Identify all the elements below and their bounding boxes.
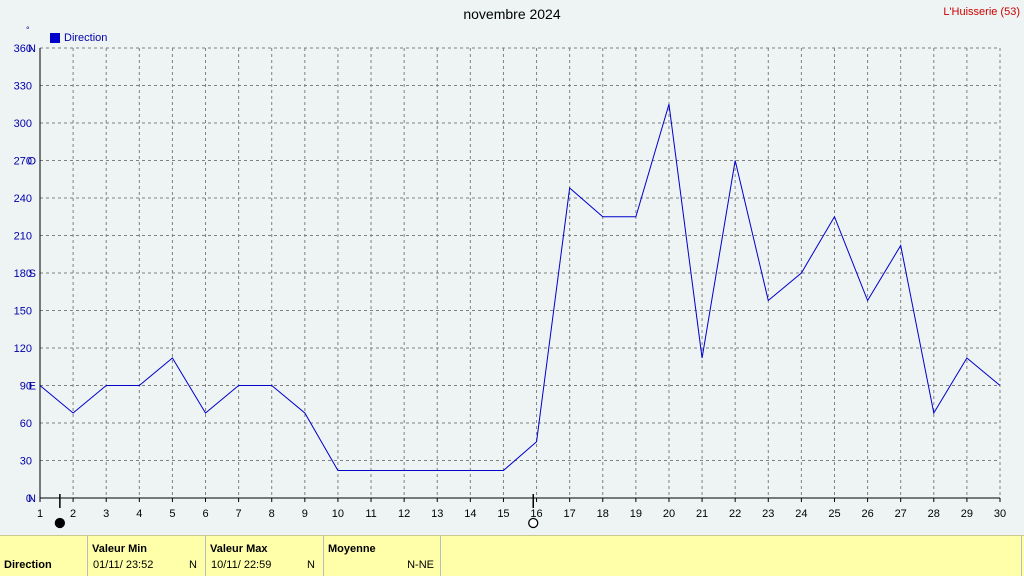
y-tick-label: 120 xyxy=(14,343,32,355)
max-datetime: 10/11/ 22:59 xyxy=(211,559,272,571)
y-tick-direction: N xyxy=(28,43,36,55)
x-tick-label: 27 xyxy=(895,508,907,520)
y-tick-direction: E xyxy=(29,381,36,393)
y-tick-label: 240 xyxy=(14,193,32,205)
x-tick-label: 4 xyxy=(136,508,142,520)
direction-chart: 0N306090E120150180S210240270O300330360N … xyxy=(14,43,1006,529)
y-tick-label: 270 xyxy=(14,156,32,168)
max-header: Valeur Max xyxy=(210,543,268,555)
y-tick-label: 150 xyxy=(14,306,32,318)
max-marker-icon xyxy=(528,517,539,529)
avg-header: Moyenne xyxy=(328,543,376,555)
min-header: Valeur Min xyxy=(92,543,148,555)
x-tick-label: 5 xyxy=(169,508,175,520)
y-tick-label: 30 xyxy=(20,456,32,468)
legend-swatch xyxy=(50,33,60,43)
x-tick-label: 1 xyxy=(37,508,43,520)
x-tick-label: 11 xyxy=(365,508,376,520)
series xyxy=(39,104,1001,471)
y-tick-label: 360 xyxy=(14,43,32,55)
min-direction: N xyxy=(189,559,197,571)
y-tick-direction: O xyxy=(27,156,36,168)
max-cell: Valeur Max 10/11/ 22:59 N xyxy=(206,536,324,576)
y-unit-label: ° xyxy=(26,25,30,35)
x-tick-label: 30 xyxy=(994,508,1006,520)
axes xyxy=(39,48,1001,502)
x-tick-labels: 1 2 3 4 5 6 7 8 9 10 11 12 13 14 15 16 17 18 19 20 21 22 23 24 2… xyxy=(37,508,1006,520)
min-marker-icon xyxy=(54,517,66,529)
row-label: Direction xyxy=(4,559,52,571)
markers xyxy=(54,494,539,529)
x-tick-label: 21 xyxy=(696,508,708,520)
empty-cell xyxy=(441,536,1022,576)
x-tick-label: 18 xyxy=(597,508,609,520)
y-tick-label: 90 xyxy=(20,381,32,393)
x-tick-label: 16 xyxy=(530,508,542,520)
y-tick-label: 210 xyxy=(14,231,32,243)
chart-title: novembre 2024 xyxy=(463,6,561,22)
y-tick-direction: N xyxy=(28,493,36,505)
avg-value: N-NE xyxy=(407,559,434,571)
row-label-cell: Direction xyxy=(0,536,88,576)
x-tick-label: 3 xyxy=(103,508,109,520)
x-tick-label: 29 xyxy=(961,508,973,520)
y-tick-label: 0 xyxy=(26,493,32,505)
x-tick-label: 28 xyxy=(928,508,940,520)
x-tick-label: 6 xyxy=(202,508,208,520)
x-tick-label: 20 xyxy=(663,508,675,520)
y-tick-label: 60 xyxy=(20,418,32,430)
legend-label: Direction xyxy=(64,32,108,44)
x-tick-label: 13 xyxy=(431,508,443,520)
y-tick-label: 330 xyxy=(14,81,32,93)
x-tick-label: 22 xyxy=(729,508,741,520)
x-tick-label: 23 xyxy=(762,508,774,520)
y-tick-label: 180 xyxy=(14,268,32,280)
x-tick-label: 7 xyxy=(236,508,242,520)
x-tick-label: 2 xyxy=(70,508,76,520)
x-tick-label: 14 xyxy=(464,508,476,520)
max-direction: N xyxy=(307,559,315,571)
x-tick-label: 12 xyxy=(398,508,410,520)
stats-footer: Direction Valeur Min 01/11/ 23:52 N Vale… xyxy=(0,535,1024,576)
x-tick-label: 9 xyxy=(302,508,308,520)
series-line-direction xyxy=(39,104,1001,471)
x-tick-label: 15 xyxy=(497,508,509,520)
x-tick-label: 24 xyxy=(795,508,807,520)
legend: Direction xyxy=(50,32,107,44)
min-datetime: 01/11/ 23:52 xyxy=(93,559,154,571)
x-tick-label: 8 xyxy=(269,508,275,520)
x-tick-label: 26 xyxy=(861,508,873,520)
grid xyxy=(39,47,1001,499)
y-tick-direction: S xyxy=(29,268,36,280)
x-tick-label: 25 xyxy=(828,508,840,520)
x-tick-label: 10 xyxy=(332,508,344,520)
y-tick-label: 300 xyxy=(14,118,32,130)
avg-cell: Moyenne N-NE xyxy=(324,536,441,576)
x-tick-label: 17 xyxy=(564,508,576,520)
x-tick-label: 19 xyxy=(630,508,642,520)
station-name: L'Huisserie (53) xyxy=(943,6,1020,18)
min-cell: Valeur Min 01/11/ 23:52 N xyxy=(88,536,206,576)
